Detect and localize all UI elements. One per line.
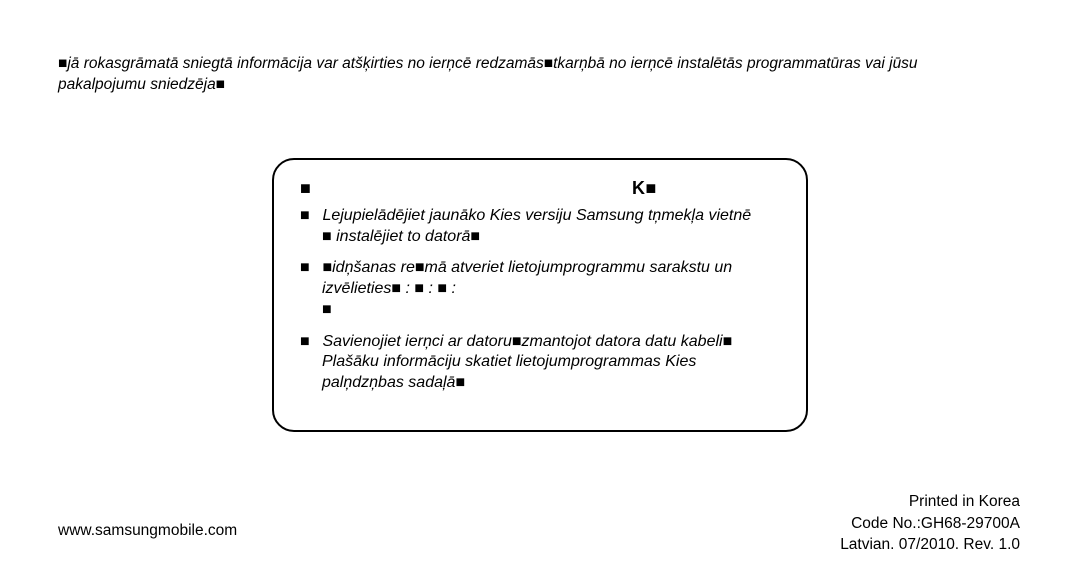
page: ■jā rokasgrāmatā sniegtā informācija var… bbox=[0, 0, 1080, 586]
step-3-line1: Savienojiet ierņci ar datoru■zmantojot d… bbox=[322, 333, 732, 350]
instructions-box: ■ K■ ■ Lejupielādējiet jaunāko Kies vers… bbox=[272, 158, 808, 432]
step-3-line2: Plašāku informāciju skatiet lietojumprog… bbox=[322, 352, 780, 373]
box-title-k: K■ bbox=[632, 178, 657, 199]
footer-printed: Printed in Korea bbox=[840, 491, 1020, 513]
step-1-line1: Lejupielādējiet jaunāko Kies versiju Sam… bbox=[322, 207, 751, 224]
box-title: ■ K■ bbox=[300, 178, 780, 199]
step-2-line2-colons: : ■ : ■ : bbox=[401, 280, 456, 297]
step-2-line1: ■idņšanas re■mā atveriet lietojumprogram… bbox=[322, 259, 732, 276]
top-disclaimer: ■jā rokasgrāmatā sniegtā informācija var… bbox=[58, 54, 1020, 96]
step-3-lead: ■ bbox=[300, 331, 318, 353]
step-2: ■ ■idņšanas re■mā atveriet lietojumprogr… bbox=[300, 257, 780, 279]
footer-rev: Latvian. 07/2010. Rev. 1.0 bbox=[840, 534, 1020, 556]
footer-url: www.samsungmobile.com bbox=[58, 522, 237, 540]
top-disclaimer-line2: pakalpojumu sniedzēja■ bbox=[58, 76, 225, 93]
step-2-line2: izvēlieties■ : ■ : ■ : bbox=[322, 279, 780, 300]
step-2-lead: ■ bbox=[300, 257, 318, 279]
footer-code: Code No.:GH68-29700A bbox=[840, 513, 1020, 535]
step-2-line2-pre: izvēlieties■ bbox=[322, 280, 401, 297]
step-1-lead: ■ bbox=[300, 205, 318, 227]
step-3-line3: palņdzņbas sadaļā■ bbox=[322, 373, 780, 394]
top-disclaimer-line1: ■jā rokasgrāmatā sniegtā informācija var… bbox=[58, 55, 918, 72]
step-1: ■ Lejupielādējiet jaunāko Kies versiju S… bbox=[300, 205, 780, 227]
step-2-line3: ■ bbox=[322, 300, 780, 321]
box-title-left: ■ bbox=[300, 178, 311, 198]
footer-right: Printed in Korea Code No.:GH68-29700A La… bbox=[840, 491, 1020, 556]
step-3: ■ Savienojiet ierņci ar datoru■zmantojot… bbox=[300, 331, 780, 353]
step-1-line2: ■ instalējiet to datorā■ bbox=[322, 227, 780, 248]
